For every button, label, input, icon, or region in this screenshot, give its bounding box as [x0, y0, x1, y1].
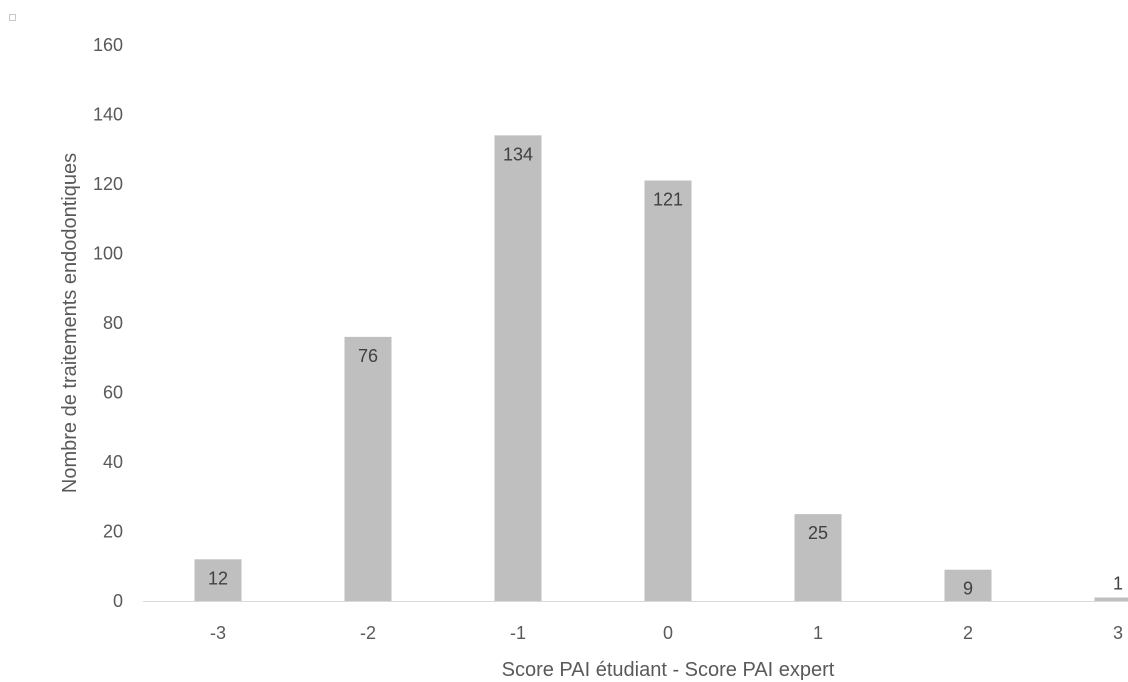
- y-tick-label: 140: [93, 105, 123, 125]
- y-tick-label: 160: [93, 35, 123, 55]
- bar: [644, 180, 692, 601]
- x-tick-label: 2: [963, 623, 973, 643]
- y-tick-label: 80: [103, 313, 123, 333]
- y-tick-label: 120: [93, 174, 123, 194]
- y-axis-ticks: 0 20 40 60 80 100 120 140 160: [93, 35, 123, 611]
- y-tick-label: 40: [103, 452, 123, 472]
- x-tick-label: 3: [1113, 623, 1123, 643]
- bar: [794, 514, 842, 601]
- corner-marker: [9, 14, 16, 21]
- y-tick-label: 0: [113, 591, 123, 611]
- data-label: 25: [808, 523, 828, 543]
- y-axis-title: Nombre de traitements endodontiques: [59, 153, 81, 493]
- bars: [194, 135, 1128, 601]
- x-tick-label: -3: [210, 623, 226, 643]
- x-tick-label: 0: [663, 623, 673, 643]
- data-label: 12: [208, 568, 228, 588]
- bar: [944, 569, 992, 601]
- x-tick-label: -1: [510, 623, 526, 643]
- data-label: 134: [503, 144, 533, 164]
- data-label: 76: [358, 346, 378, 366]
- bar: [1094, 597, 1128, 601]
- x-tick-label: -2: [360, 623, 376, 643]
- y-tick-label: 20: [103, 522, 123, 542]
- x-tick-label: 1: [813, 623, 823, 643]
- y-tick-label: 100: [93, 244, 123, 264]
- bar: [344, 336, 392, 601]
- data-label: 9: [963, 579, 973, 599]
- data-labels: 12 76 134 121 25 9 1: [208, 144, 1123, 598]
- x-axis-title: Score PAI étudiant - Score PAI expert: [502, 659, 835, 681]
- x-axis-ticks: -3 -2 -1 0 1 2 3: [210, 623, 1123, 643]
- bar: [194, 559, 242, 601]
- y-tick-label: 60: [103, 383, 123, 403]
- bar: [494, 135, 542, 601]
- data-label: 121: [653, 190, 683, 210]
- data-label: 1: [1113, 574, 1123, 594]
